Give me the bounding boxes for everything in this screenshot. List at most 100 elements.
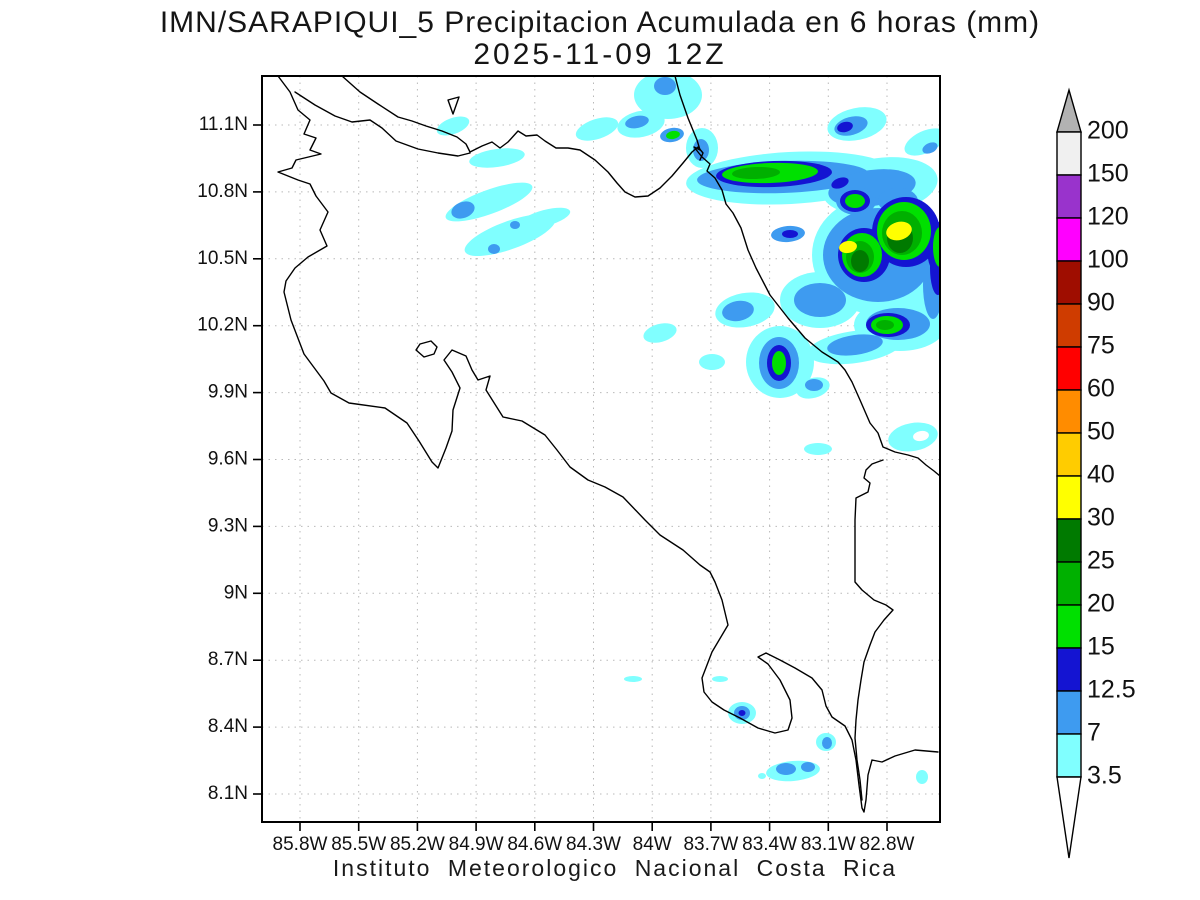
precip-cell-c: [758, 773, 766, 779]
precip-cell-c: [916, 770, 928, 784]
precip-cell-c: [469, 148, 525, 168]
colorbar-tick-label: 7: [1087, 719, 1101, 747]
lat-tick-label: 9.3N: [208, 515, 248, 536]
lat-tick-label: 9.9N: [208, 382, 248, 403]
lat-tick-label: 9N: [224, 582, 248, 603]
precip-cell-b: [488, 244, 500, 254]
lat-tick-label: 10.2N: [197, 315, 248, 336]
chart-valid-time: 2025-11-09 12Z: [473, 38, 727, 71]
lon-tick-label: 85.2W: [390, 834, 445, 855]
precip-cell-b: [827, 334, 883, 356]
precip-cell-g3: [851, 250, 869, 272]
colorbar-under-arrow: [1056, 776, 1082, 859]
precip-cell-c: [436, 116, 470, 136]
precip-cell-c: [888, 422, 938, 452]
precip-cell-y: [839, 240, 857, 254]
precip-cell-c: [643, 323, 677, 343]
chart-title: IMN/SARAPIQUI_5 Precipitacion Acumulada …: [159, 6, 1041, 39]
lat-tick-label: 10.8N: [197, 181, 248, 202]
lat-tick-label: 11.1N: [199, 114, 248, 135]
precip-cell-b: [776, 763, 796, 775]
precip-cell-b: [654, 77, 676, 95]
lon-tick-label: 85.8W: [273, 834, 328, 855]
precipitation-field: [436, 76, 940, 784]
precip-cell-b: [822, 737, 832, 749]
colorbar-segment: [1056, 131, 1082, 176]
colorbar-segment: [1056, 518, 1082, 563]
precip-cell-c: [804, 443, 832, 455]
precip-cell-y: [886, 221, 912, 241]
colorbar-tick-label: 20: [1087, 590, 1115, 618]
precip-cell-g1: [666, 130, 680, 140]
lat-tick-label: 8.7N: [208, 649, 248, 670]
colorbar-over-arrow: [1056, 87, 1082, 133]
colorbar-segment: [1056, 690, 1082, 735]
lat-tick-label: 8.1N: [208, 783, 248, 804]
colorbar-segment: [1056, 647, 1082, 692]
precip-cell-b: [722, 300, 754, 322]
precip-cell-d: [831, 177, 849, 189]
axis-ticks: [253, 124, 888, 831]
lat-tick-label: 10.5N: [197, 248, 248, 269]
lon-tick-label: 82.8W: [860, 834, 915, 855]
precip-cell-c: [699, 354, 725, 370]
colorbar-segment: [1056, 346, 1082, 391]
colorbar-segment: [1056, 561, 1082, 606]
precip-cell-b: [922, 142, 938, 154]
lon-tick-label: 85.5W: [331, 834, 386, 855]
colorbar-tick-label: 90: [1087, 289, 1115, 317]
colorbar-tick-label: 60: [1087, 375, 1115, 403]
colorbar-segment: [1056, 733, 1082, 778]
lon-tick-label: 84.3W: [566, 834, 621, 855]
colorbar: 200 150 120 100 90 75 60 50 40 30 25 20 15 12.5 7 3.5: [1056, 87, 1136, 859]
lat-tick-label: 8.4N: [208, 716, 248, 737]
colorbar-tick-label: 200: [1087, 117, 1129, 145]
precip-cell-b: [801, 762, 815, 772]
lat-tick-label: 9.6N: [208, 449, 248, 470]
coastline: [277, 76, 940, 813]
colorbar-tick-label: 100: [1087, 246, 1129, 274]
colorbar-tick-label: 40: [1087, 461, 1115, 489]
colorbar-tick-label: 50: [1087, 418, 1115, 446]
precip-cell-c: [712, 676, 728, 682]
colorbar-segment: [1056, 432, 1082, 477]
precip-cell-c: [624, 676, 642, 682]
colorbar-segment: [1056, 303, 1082, 348]
lat-axis-labels: 11.1N 10.8N 10.5N 10.2N 9.9N 9.6N 9.3N 9N 8.7N 8.…: [197, 114, 248, 804]
colorbar-tick-label: 150: [1087, 160, 1129, 188]
precip-cell-c: [575, 117, 619, 141]
precip-cell-g1: [933, 227, 940, 267]
colorbar-segment: [1056, 174, 1082, 219]
precip-cell-g2: [876, 320, 894, 330]
lon-tick-label: 83.1W: [801, 834, 856, 855]
precip-cell-b: [451, 201, 475, 219]
lon-axis-labels: 85.8W 85.5W 85.2W 84.9W 84.6W 84.3W 84W 83.7W 83…: [273, 834, 915, 855]
colorbar-tick-label: 75: [1087, 332, 1115, 360]
precip-cell-g1: [845, 194, 865, 208]
precip-cell-b: [794, 283, 846, 317]
lon-tick-label: 84W: [633, 834, 672, 855]
lon-tick-label: 83.7W: [683, 834, 738, 855]
precip-cell-d: [837, 121, 853, 133]
precip-cell-d: [738, 710, 746, 716]
precip-cell-b: [625, 115, 649, 129]
colorbar-tick-label: 12.5: [1087, 676, 1136, 704]
precip-cell-b: [805, 379, 823, 391]
attribution-text: Instituto Meteorologico Nacional Costa R…: [332, 855, 898, 881]
colorbar-segment: [1056, 604, 1082, 649]
lon-tick-label: 83.4W: [742, 834, 797, 855]
colorbar-tick-label: 120: [1087, 203, 1129, 231]
precip-cell-c: [904, 128, 940, 156]
colorbar-tick-label: 30: [1087, 504, 1115, 532]
lon-tick-label: 84.6W: [507, 834, 562, 855]
precip-cell-g2: [732, 166, 780, 180]
colorbar-tick-label: 15: [1087, 633, 1115, 661]
colorbar-segment: [1056, 389, 1082, 434]
precip-cell-c: [519, 207, 571, 229]
map-frame: [261, 75, 941, 823]
lon-tick-label: 84.9W: [449, 834, 504, 855]
colorbar-segment: [1056, 260, 1082, 305]
precip-cell-w: [913, 430, 929, 442]
